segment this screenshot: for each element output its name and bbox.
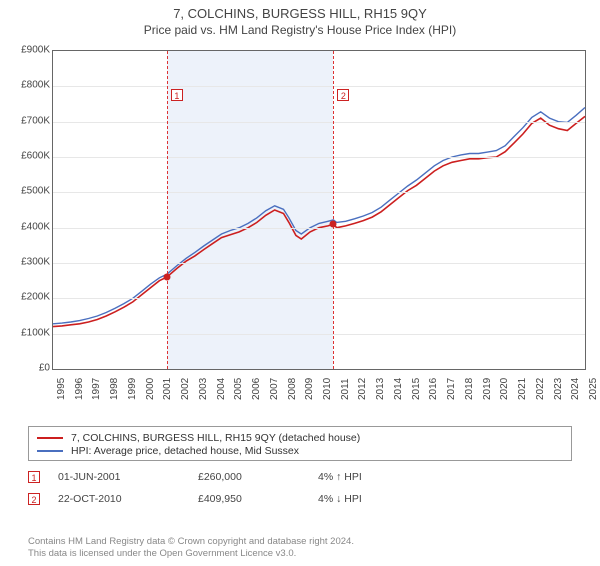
y-axis-label: £0 — [39, 363, 50, 374]
x-axis-label: 2007 — [269, 378, 280, 400]
legend-item-subject: 7, COLCHINS, BURGESS HILL, RH15 9QY (det… — [37, 432, 563, 444]
x-axis-label: 2021 — [517, 378, 528, 400]
x-axis-label: 2020 — [499, 378, 510, 400]
x-axis-label: 2011 — [340, 378, 351, 400]
chart-subtitle: Price paid vs. HM Land Registry's House … — [0, 23, 600, 37]
y-axis-label: £800K — [21, 80, 50, 91]
y-axis-label: £300K — [21, 257, 50, 268]
chart-title-address: 7, COLCHINS, BURGESS HILL, RH15 9QY — [0, 6, 600, 21]
sale-badge-2: 2 — [28, 493, 40, 505]
legend-swatch-hpi — [37, 450, 63, 452]
x-axis-label: 2006 — [251, 378, 262, 400]
sale-marker-dot — [330, 221, 337, 228]
x-axis-label: 1998 — [109, 378, 120, 400]
y-axis-label: £200K — [21, 292, 50, 303]
y-axis-label: £700K — [21, 115, 50, 126]
series-line-subject — [53, 116, 585, 326]
sale-delta-2: 4% ↓ HPI — [318, 493, 362, 505]
footer-line2: This data is licensed under the Open Gov… — [28, 548, 354, 560]
y-axis-label: £400K — [21, 221, 50, 232]
legend-box: 7, COLCHINS, BURGESS HILL, RH15 9QY (det… — [28, 426, 572, 461]
gridline-h — [53, 86, 585, 87]
x-axis-label: 2002 — [180, 378, 191, 400]
x-axis-label: 2023 — [553, 378, 564, 400]
x-axis-label: 2015 — [411, 378, 422, 400]
gridline-h — [53, 192, 585, 193]
plot-area: 12 — [52, 50, 586, 370]
x-axis-label: 1995 — [56, 378, 67, 400]
x-axis-label: 2003 — [198, 378, 209, 400]
x-axis-label: 2019 — [482, 378, 493, 400]
sale-marker-label: 2 — [337, 89, 349, 101]
x-axis-label: 1997 — [91, 378, 102, 400]
x-axis-label: 2010 — [322, 378, 333, 400]
y-axis-label: £500K — [21, 186, 50, 197]
x-axis-label: 1996 — [74, 378, 85, 400]
x-axis-label: 2004 — [216, 378, 227, 400]
x-axis-label: 2012 — [357, 378, 368, 400]
chart-container: 12 £0£100K£200K£300K£400K£500K£600K£700K… — [0, 44, 600, 414]
gridline-h — [53, 228, 585, 229]
x-axis-label: 2009 — [304, 378, 315, 400]
x-axis-label: 2013 — [375, 378, 386, 400]
y-axis-label: £900K — [21, 45, 50, 56]
gridline-h — [53, 334, 585, 335]
gridline-h — [53, 298, 585, 299]
legend-swatch-subject — [37, 437, 63, 439]
sale-row-1: 1 01-JUN-2001 £260,000 4% ↑ HPI — [28, 471, 572, 483]
x-axis-label: 2024 — [570, 378, 581, 400]
x-axis-label: 2018 — [464, 378, 475, 400]
x-axis-label: 2000 — [145, 378, 156, 400]
sale-marker-line — [333, 51, 334, 369]
sale-marker-line — [167, 51, 168, 369]
sale-row-2: 2 22-OCT-2010 £409,950 4% ↓ HPI — [28, 493, 572, 505]
legend-and-sales: 7, COLCHINS, BURGESS HILL, RH15 9QY (det… — [28, 426, 572, 505]
sale-marker-dot — [163, 274, 170, 281]
series-line-hpi — [53, 108, 585, 324]
legend-label-subject: 7, COLCHINS, BURGESS HILL, RH15 9QY (det… — [71, 432, 360, 444]
sale-date-1: 01-JUN-2001 — [58, 471, 198, 483]
sale-price-2: £409,950 — [198, 493, 318, 505]
sale-price-1: £260,000 — [198, 471, 318, 483]
y-axis-label: £100K — [21, 327, 50, 338]
sale-marker-label: 1 — [171, 89, 183, 101]
y-axis-label: £600K — [21, 151, 50, 162]
legend-label-hpi: HPI: Average price, detached house, Mid … — [71, 445, 299, 457]
sale-date-2: 22-OCT-2010 — [58, 493, 198, 505]
footer-attribution: Contains HM Land Registry data © Crown c… — [28, 536, 354, 560]
sale-badge-1: 1 — [28, 471, 40, 483]
x-axis-label: 2014 — [393, 378, 404, 400]
x-axis-label: 2001 — [162, 378, 173, 400]
sale-delta-1: 4% ↑ HPI — [318, 471, 362, 483]
footer-line1: Contains HM Land Registry data © Crown c… — [28, 536, 354, 548]
x-axis-label: 2016 — [428, 378, 439, 400]
x-axis-label: 2022 — [535, 378, 546, 400]
legend-item-hpi: HPI: Average price, detached house, Mid … — [37, 445, 563, 457]
x-axis-label: 2008 — [287, 378, 298, 400]
x-axis-label: 1999 — [127, 378, 138, 400]
x-axis-label: 2005 — [233, 378, 244, 400]
line-series-svg — [53, 51, 585, 369]
x-axis-label: 2025 — [588, 378, 599, 400]
x-axis-label: 2017 — [446, 378, 457, 400]
gridline-h — [53, 122, 585, 123]
gridline-h — [53, 263, 585, 264]
gridline-h — [53, 157, 585, 158]
